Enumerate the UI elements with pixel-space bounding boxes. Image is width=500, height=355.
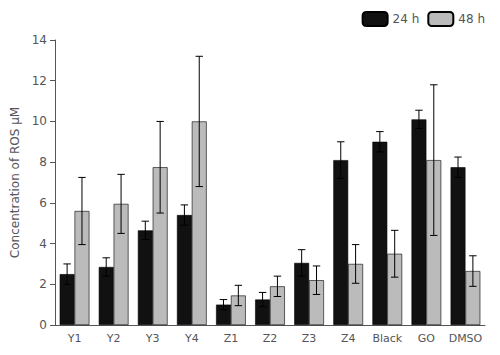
svg-text:12: 12 [32, 74, 47, 88]
svg-text:Z3: Z3 [302, 332, 317, 345]
svg-text:Concentration of ROS μM: Concentration of ROS μM [8, 107, 22, 258]
svg-text:Y3: Y3 [145, 332, 160, 345]
svg-text:24 h: 24 h [393, 12, 420, 26]
svg-text:10: 10 [32, 114, 47, 128]
svg-text:14: 14 [32, 33, 47, 47]
svg-text:Y2: Y2 [106, 332, 121, 345]
svg-text:Z4: Z4 [341, 332, 356, 345]
svg-text:Z2: Z2 [263, 332, 278, 345]
svg-text:6: 6 [39, 196, 47, 210]
svg-text:Z1: Z1 [224, 332, 239, 345]
svg-text:Y4: Y4 [184, 332, 199, 345]
svg-text:0: 0 [39, 318, 47, 332]
svg-text:DMSO: DMSO [449, 332, 483, 345]
svg-text:8: 8 [39, 155, 47, 169]
svg-text:Y1: Y1 [67, 332, 82, 345]
svg-text:48 h: 48 h [458, 12, 485, 26]
svg-text:2: 2 [39, 277, 47, 291]
svg-text:GO: GO [418, 332, 436, 345]
svg-text:Black: Black [372, 332, 402, 345]
svg-text:4: 4 [39, 237, 47, 251]
